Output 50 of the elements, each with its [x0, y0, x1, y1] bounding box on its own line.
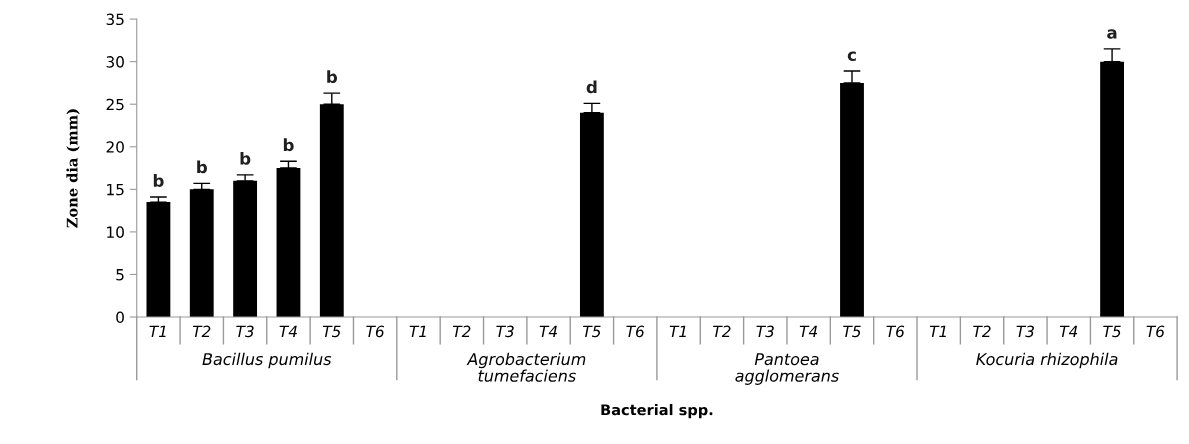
- y-tick-label: 35: [106, 13, 124, 26]
- x-tick-label: T3: [756, 325, 774, 338]
- data-label: b: [240, 151, 251, 165]
- data-label: b: [327, 70, 338, 84]
- x-tick-label: T5: [322, 325, 341, 338]
- x-tick-label: T2: [713, 325, 731, 337]
- x-axis-title: Bacterial spp.: [601, 404, 713, 419]
- y-tick-label: 30: [106, 56, 124, 68]
- text: Bacillus pumilus: [202, 352, 332, 369]
- x-tick-label: T6: [1146, 325, 1165, 338]
- data-label: b: [283, 138, 294, 152]
- x-tick-label: T2: [192, 325, 211, 337]
- x-tick-label: T5: [843, 325, 861, 338]
- y-tick-label: 0: [116, 311, 124, 324]
- x-tick-label: T5: [583, 325, 601, 338]
- bar: [276, 168, 301, 318]
- bar: [233, 180, 258, 318]
- bar: [146, 202, 171, 318]
- x-tick-label: T1: [669, 325, 686, 337]
- bar: [840, 82, 864, 318]
- x-tick-label: T3: [1016, 325, 1034, 338]
- x-tick-label: T5: [1103, 325, 1121, 338]
- y-tick-label: 10: [107, 226, 124, 238]
- x-tick-label: T1: [929, 325, 946, 337]
- text: Agrobacterium tumefaciens: [466, 352, 586, 382]
- x-tick-label: T4: [1059, 325, 1078, 337]
- y-tick-label: 5: [116, 269, 124, 281]
- data-label: c: [847, 51, 856, 61]
- data-label: b: [197, 160, 207, 174]
- x-tick-label: T1: [409, 325, 426, 337]
- x-tick-label: T3: [236, 325, 254, 338]
- x-tick-label: T2: [973, 325, 991, 337]
- y-tick-label: 20: [106, 141, 124, 153]
- data-label: a: [1107, 29, 1117, 39]
- y-tick-label: 15: [107, 184, 124, 196]
- x-tick-label: T6: [366, 325, 384, 338]
- y-tick-label: 25: [106, 98, 124, 111]
- x-tick-label: T1: [149, 325, 166, 337]
- y-axis-title: Zone dia (mm): [66, 109, 80, 228]
- x-tick-label: T3: [496, 325, 514, 338]
- text: Pantoea agglomerans: [735, 353, 839, 385]
- x-tick-label: T6: [886, 325, 905, 338]
- x-tick-label: T2: [452, 325, 471, 337]
- x-tick-label: T6: [626, 325, 645, 338]
- x-tick-label: T4: [279, 325, 297, 337]
- data-label: d: [586, 80, 597, 94]
- data-label: b: [153, 174, 164, 187]
- x-tick-label: T4: [539, 325, 557, 337]
- text: Kocuria rhizophila: [976, 352, 1118, 369]
- x-tick-label: T4: [799, 325, 818, 337]
